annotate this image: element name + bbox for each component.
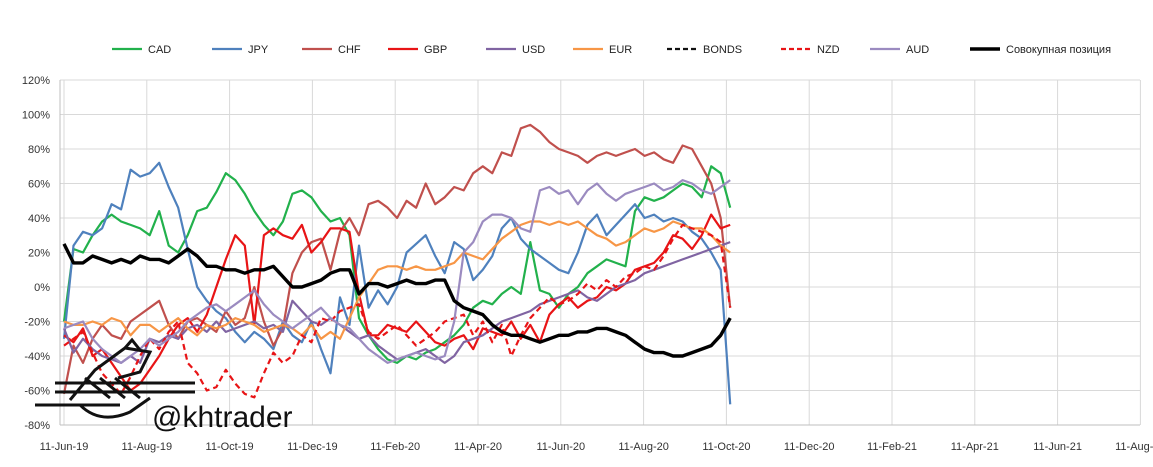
x-tick-label: 11-Oct-19: [206, 441, 254, 453]
series-line-eur: [63, 220, 731, 340]
x-tick-label: 11-Oct-20: [702, 441, 750, 453]
x-tick-label: 11-Dec-20: [784, 441, 835, 453]
y-tick-label: 0%: [34, 282, 50, 294]
x-tick-label: 11-Aug-21: [1115, 441, 1153, 453]
x-axis-ticks: 11-Jun-19 11-Aug-19 11-Oct-19 11-Dec-19 11-F…: [40, 441, 1153, 453]
y-tick-label: -80%: [24, 420, 50, 432]
x-tick-label: 11-Apr-21: [951, 441, 999, 453]
legend-label: AUD: [906, 44, 929, 56]
legend-label: JPY: [248, 44, 269, 56]
x-tick-label: 11-Dec-19: [287, 441, 338, 453]
series-line-jpy: [62, 161, 732, 405]
legend-label: BONDS: [703, 44, 742, 56]
x-tick-label: 11-Jun-19: [40, 441, 89, 453]
x-tick-label: 11-Jun-20: [536, 441, 585, 453]
x-tick-label: 11-Aug-19: [122, 441, 173, 453]
legend: CAD JPY CHF GBP USD EUR BONDS NZD AUD Совокупная …: [112, 44, 1111, 56]
legend-label: USD: [522, 44, 545, 56]
series-line-nzd: [63, 223, 732, 399]
legend-label: Совокупная позиция: [1006, 44, 1111, 56]
legend-label: CHF: [338, 44, 361, 56]
series-line-cad: [62, 165, 732, 364]
x-tick-label: 11-Aug-20: [618, 441, 669, 453]
y-tick-label: 80%: [28, 144, 50, 156]
y-tick-label: -60%: [24, 386, 50, 398]
legend-label: CAD: [148, 44, 171, 56]
watermark-logo: @khtrader: [35, 337, 293, 434]
x-tick-label: 11-Feb-21: [867, 441, 917, 453]
y-tick-label: 120%: [22, 75, 50, 87]
watermark-text: @khtrader: [152, 401, 293, 434]
x-tick-label: 11-Jun-21: [1033, 441, 1082, 453]
y-tick-label: -20%: [24, 317, 50, 329]
axes: [59, 80, 1140, 426]
series-line-aud: [63, 179, 731, 364]
y-tick-label: 100%: [22, 110, 50, 122]
series-line-gbp: [63, 213, 731, 392]
grid-lines: [60, 79, 1141, 426]
x-tick-label: 11-Apr-20: [454, 441, 502, 453]
y-axis-ticks: -80% -60% -40% -20% 0% 20% 40% 60% 80% 100% 120%: [22, 75, 50, 432]
x-tick-label: 11-Feb-20: [370, 441, 420, 453]
y-tick-label: 40%: [28, 213, 50, 225]
watermark-bull-icon: [35, 337, 195, 419]
legend-label: NZD: [817, 44, 840, 56]
y-tick-label: 60%: [28, 179, 50, 191]
series-line-совокупная-позиция: [62, 243, 732, 358]
legend-label: GBP: [424, 44, 447, 56]
y-tick-label: -40%: [24, 351, 50, 363]
series-layer: [62, 123, 732, 405]
y-tick-label: 20%: [28, 248, 50, 260]
legend-label: EUR: [609, 44, 632, 56]
